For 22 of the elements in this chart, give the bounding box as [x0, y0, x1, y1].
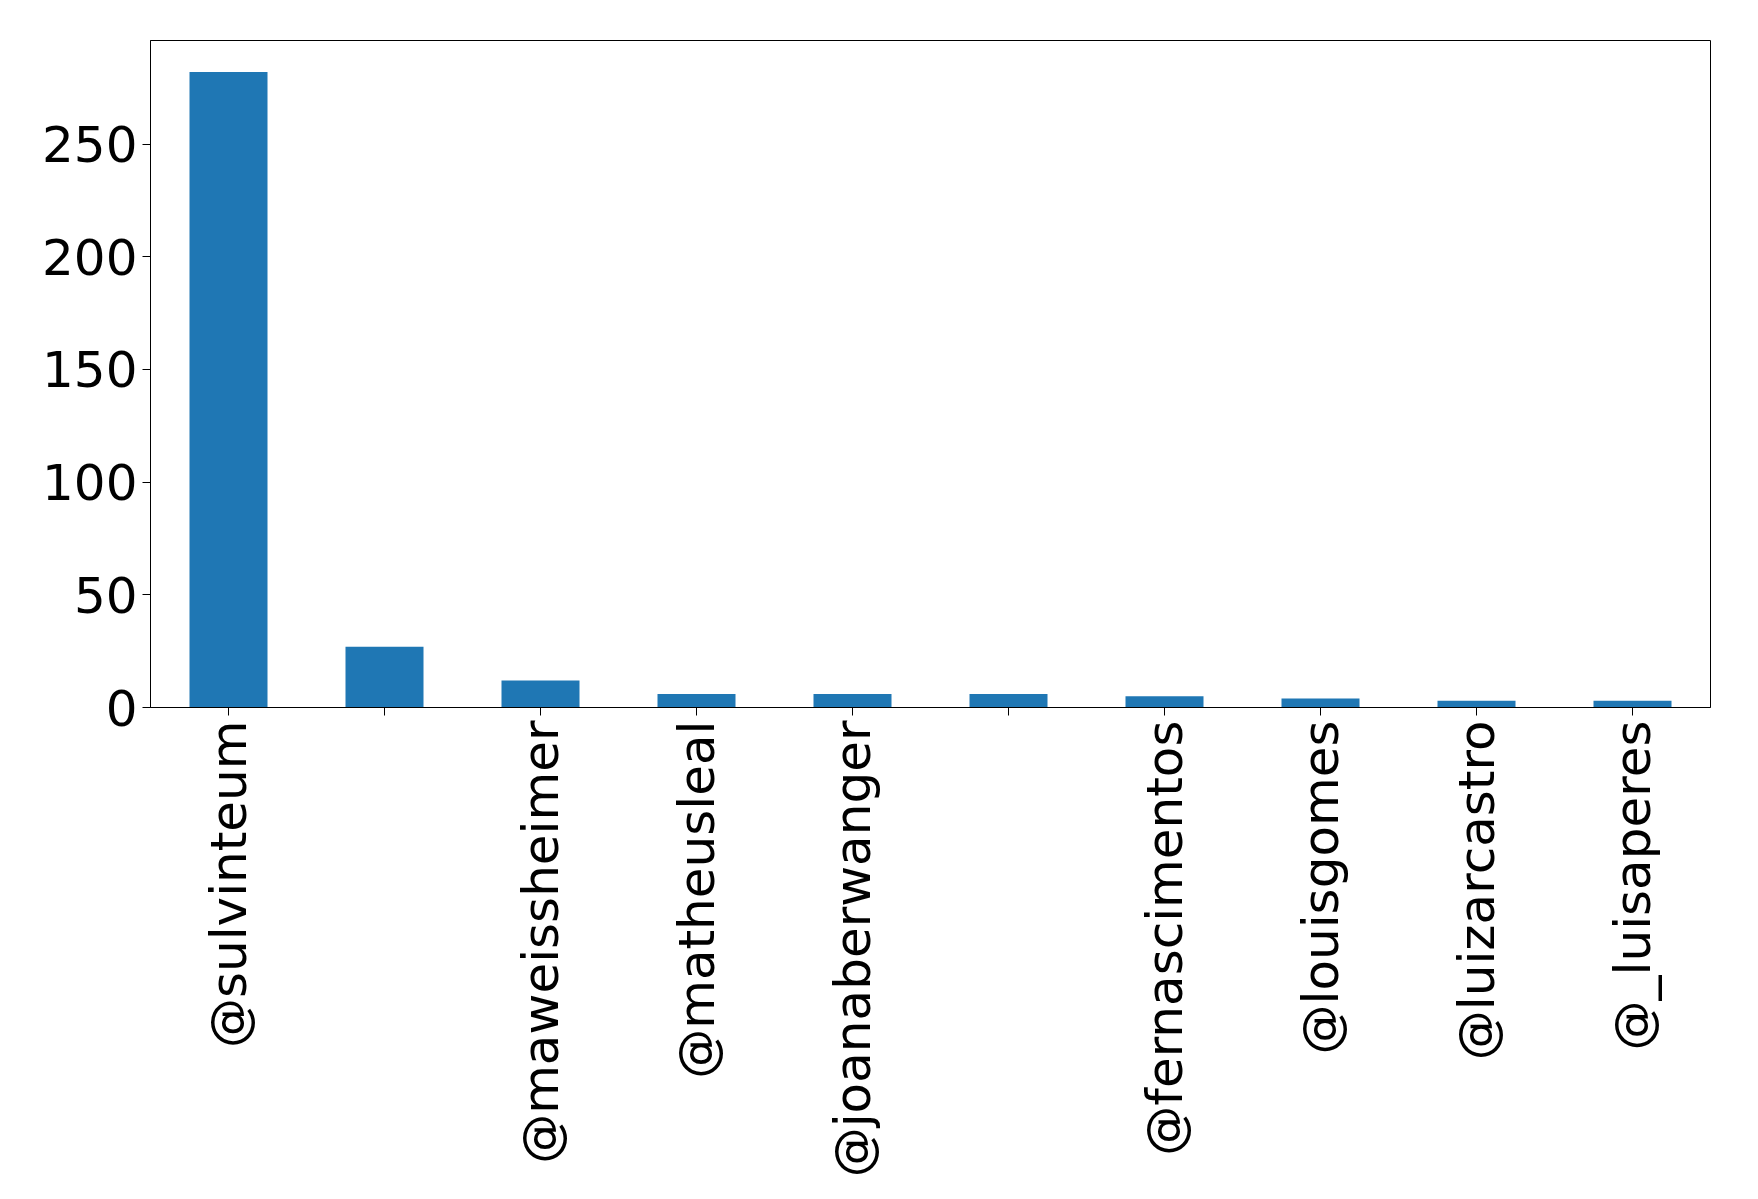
bar	[1281, 698, 1360, 708]
y-tick-label: 150	[42, 341, 138, 400]
y-tick-label: 100	[42, 454, 138, 513]
bar	[189, 72, 268, 708]
x-tick-label: @maweissheimer	[511, 720, 570, 1164]
y-tick-label: 0	[105, 679, 138, 738]
x-tick-label: @joanaberwanger	[823, 720, 882, 1178]
x-tick-label: @fernascimentos	[1135, 720, 1194, 1156]
x-tick-label: @_luisaperes	[1603, 720, 1662, 1051]
bar	[969, 693, 1048, 708]
bar	[345, 646, 424, 708]
x-tick-label: @sulvinteum	[199, 720, 258, 1049]
bar	[1125, 696, 1204, 708]
bar	[813, 693, 892, 708]
x-tick-label: @luizarcastro	[1447, 720, 1506, 1061]
y-tick-label: 50	[73, 566, 138, 625]
y-tick-label: 200	[42, 228, 138, 287]
bar	[501, 680, 580, 708]
bar	[657, 693, 736, 708]
x-tick-label: @matheusleal	[667, 720, 726, 1079]
x-tick-label: @louisgomes	[1291, 720, 1350, 1055]
y-tick-label: 250	[42, 116, 138, 175]
